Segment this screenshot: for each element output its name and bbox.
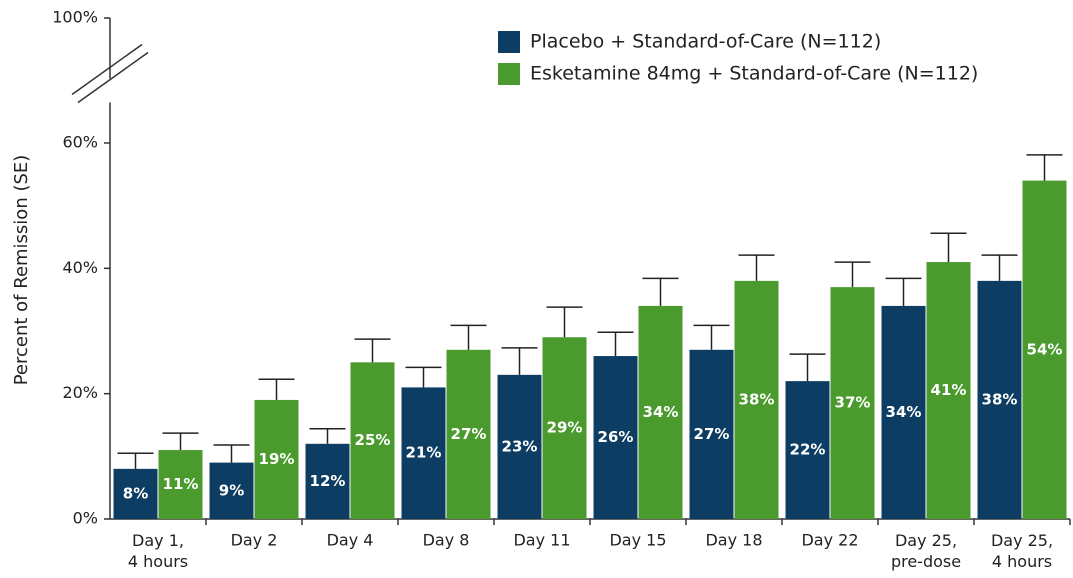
bar bbox=[926, 262, 971, 519]
y-axis-label: Percent of Remission (SE) bbox=[11, 155, 32, 386]
x-tick-label: Day 25, pre-dose bbox=[891, 531, 961, 571]
bar bbox=[542, 337, 587, 519]
bar bbox=[881, 305, 926, 519]
bar bbox=[830, 287, 875, 519]
value-label: 27% bbox=[451, 425, 487, 443]
value-label: 25% bbox=[355, 431, 391, 449]
bar bbox=[401, 387, 446, 519]
value-label: 27% bbox=[694, 425, 730, 443]
x-tick-label: Day 2 bbox=[231, 531, 278, 550]
bar bbox=[638, 305, 683, 519]
x-tick-label: Day 8 bbox=[423, 531, 470, 550]
y-tick-label: 60% bbox=[62, 133, 98, 152]
legend-swatch bbox=[498, 63, 520, 85]
value-label: 37% bbox=[835, 394, 871, 412]
x-tick-label: Day 11 bbox=[513, 531, 570, 550]
value-label: 34% bbox=[643, 403, 679, 421]
value-label: 11% bbox=[163, 475, 199, 493]
axis-break-gap bbox=[106, 78, 114, 103]
y-tick-label: 100% bbox=[52, 8, 98, 27]
x-tick-label: Day 1, 4 hours bbox=[128, 531, 188, 571]
value-label: 38% bbox=[739, 390, 775, 408]
value-label: 22% bbox=[790, 441, 826, 459]
x-tick-label: Day 18 bbox=[705, 531, 762, 550]
legend-label: Placebo + Standard-of-Care (N=112) bbox=[530, 31, 881, 53]
value-label: 38% bbox=[982, 390, 1018, 408]
value-label: 54% bbox=[1027, 340, 1063, 358]
bar bbox=[1022, 180, 1067, 519]
bar bbox=[209, 462, 254, 519]
legend-label: Esketamine 84mg + Standard-of-Care (N=11… bbox=[530, 63, 978, 85]
value-label: 12% bbox=[310, 472, 346, 490]
bar bbox=[785, 381, 830, 519]
bar bbox=[734, 280, 779, 519]
y-tick-label: 20% bbox=[62, 383, 98, 402]
bar bbox=[305, 443, 350, 519]
bar bbox=[158, 450, 203, 519]
value-label: 19% bbox=[259, 450, 295, 468]
x-tick-label: Day 4 bbox=[327, 531, 374, 550]
value-label: 41% bbox=[931, 381, 967, 399]
x-tick-label: Day 22 bbox=[801, 531, 858, 550]
x-tick-label: Day 15 bbox=[609, 531, 666, 550]
value-label: 9% bbox=[219, 481, 244, 499]
y-tick-label: 0% bbox=[73, 509, 98, 528]
value-label: 21% bbox=[406, 444, 442, 462]
value-label: 23% bbox=[502, 437, 538, 455]
bar bbox=[497, 374, 542, 519]
legend-swatch bbox=[498, 31, 520, 53]
bar bbox=[689, 349, 734, 519]
bar bbox=[350, 362, 395, 519]
value-label: 8% bbox=[123, 484, 148, 502]
value-label: 29% bbox=[547, 419, 583, 437]
bar bbox=[113, 468, 158, 519]
bar bbox=[977, 280, 1022, 519]
axis-break bbox=[77, 51, 149, 104]
value-label: 34% bbox=[886, 403, 922, 421]
x-tick-label: Day 25, 4 hours bbox=[991, 531, 1053, 571]
axis-break bbox=[71, 43, 143, 96]
bar bbox=[446, 349, 491, 519]
bar bbox=[254, 399, 299, 519]
bar bbox=[593, 356, 638, 519]
value-label: 26% bbox=[598, 428, 634, 446]
y-tick-label: 40% bbox=[62, 258, 98, 277]
